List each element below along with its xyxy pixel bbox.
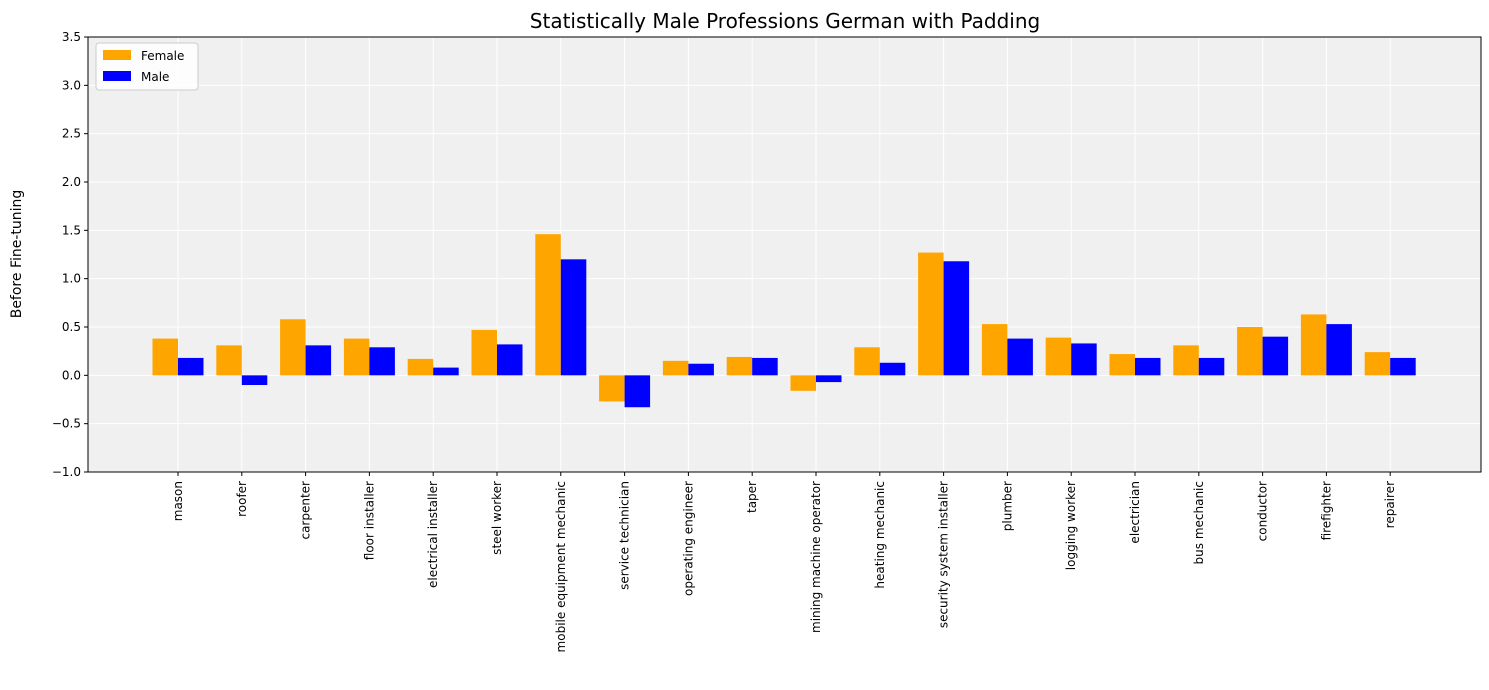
- bar-male-taper: [752, 357, 778, 376]
- y-tick-label: −1.0: [52, 465, 81, 479]
- bar-male-electrical-installer: [433, 367, 459, 376]
- bar-male-floor-installer: [369, 347, 395, 376]
- bar-female-repairer: [1364, 352, 1391, 376]
- bar-female-conductor: [1237, 327, 1263, 376]
- plot-area: −1.0 −0.5 0.0 0.5 1.0 1.5 2.0 2.5 3.0 3.5 mason roo…: [52, 30, 1482, 652]
- x-tick-label: electrical installer: [426, 481, 440, 588]
- chart-title: Statistically Male Professions German wi…: [530, 9, 1040, 33]
- bar-male-electrician: [1135, 357, 1161, 376]
- bar-male-service-technician: [624, 375, 651, 408]
- bar-male-carpenter: [305, 345, 332, 376]
- x-tick-label: bus mechanic: [1192, 481, 1206, 564]
- bar-female-electrician: [1109, 354, 1135, 376]
- y-tick-label: 2.0: [62, 175, 81, 189]
- x-tick-label: logging worker: [1064, 481, 1078, 570]
- y-tick-label: 1.0: [62, 272, 81, 286]
- x-tick-label: electrician: [1128, 481, 1142, 544]
- x-tick-label: taper: [745, 481, 759, 513]
- x-tick-label: roofer: [235, 481, 249, 517]
- bar-male-heating-mechanic: [879, 362, 906, 376]
- y-tick-label: 3.0: [62, 78, 81, 92]
- plot-frame: [87, 36, 1482, 473]
- bar-female-operating-engineer: [662, 360, 689, 376]
- legend-swatch-female: [103, 50, 131, 60]
- bar-female-logging-worker: [1045, 337, 1072, 376]
- bar-female-mining-machine-operator: [790, 375, 816, 391]
- bar-male-security-system-installer: [943, 261, 970, 376]
- bar-male-logging-worker: [1071, 343, 1097, 376]
- bar-female-bus-mechanic: [1173, 345, 1199, 376]
- x-tick-label: operating engineer: [681, 481, 695, 596]
- x-tick-label: plumber: [1000, 481, 1014, 531]
- bar-female-electrical-installer: [407, 358, 434, 376]
- bar-male-plumber: [1007, 338, 1033, 376]
- x-tick-label: repairer: [1383, 481, 1397, 528]
- bar-female-steel-worker: [471, 329, 497, 376]
- bar-male-conductor: [1262, 336, 1289, 376]
- x-tick-label: firefighter: [1319, 481, 1333, 540]
- bar-male-roofer: [241, 375, 268, 385]
- bar-female-plumber: [981, 324, 1008, 376]
- legend-swatch-male: [103, 71, 131, 81]
- bar-female-roofer: [216, 345, 242, 376]
- bar-female-firefighter: [1300, 314, 1327, 376]
- x-tick-label: steel worker: [490, 481, 504, 555]
- bar-male-mason: [178, 357, 204, 376]
- bar-male-mining-machine-operator: [816, 375, 842, 383]
- y-tick-label: −0.5: [52, 417, 81, 431]
- y-tick-label: 0.0: [62, 368, 81, 382]
- y-tick-label: 3.5: [62, 30, 81, 44]
- y-tick-label: 1.5: [62, 223, 81, 237]
- x-tick-label: heating mechanic: [873, 481, 887, 589]
- bar-female-floor-installer: [343, 338, 370, 376]
- x-tick-label: floor installer: [362, 481, 376, 560]
- x-tick-label: conductor: [1256, 481, 1270, 541]
- x-tick-label: mining machine operator: [809, 481, 823, 633]
- y-axis-label: Before Fine-tuning: [9, 190, 25, 319]
- bar-female-mason: [152, 338, 178, 376]
- bar-female-mobile-equipment-mechanic: [535, 234, 561, 376]
- bar-male-steel-worker: [497, 344, 523, 376]
- bar-female-carpenter: [280, 319, 306, 376]
- x-tick-label: carpenter: [299, 481, 313, 540]
- bar-male-operating-engineer: [688, 363, 714, 376]
- bar-male-mobile-equipment-mechanic: [560, 259, 587, 376]
- y-tick-label: 2.5: [62, 127, 81, 141]
- bar-female-taper: [726, 356, 753, 376]
- bar-male-firefighter: [1326, 324, 1352, 376]
- legend-label-female: Female: [141, 49, 184, 63]
- plot-background: [88, 37, 1481, 472]
- x-tick-label: service technician: [618, 481, 632, 590]
- bar-female-heating-mechanic: [854, 347, 880, 376]
- bar-female-security-system-installer: [918, 252, 944, 376]
- x-tick-label: security system installer: [937, 481, 951, 628]
- x-tick-label: mobile equipment mechanic: [554, 481, 568, 652]
- y-tick-label: 0.5: [62, 320, 81, 334]
- bar-male-repairer: [1390, 357, 1416, 376]
- bar-male-bus-mechanic: [1198, 357, 1225, 376]
- bar-female-service-technician: [599, 375, 625, 402]
- x-tick-label: mason: [171, 481, 185, 521]
- legend-label-male: Male: [141, 70, 169, 84]
